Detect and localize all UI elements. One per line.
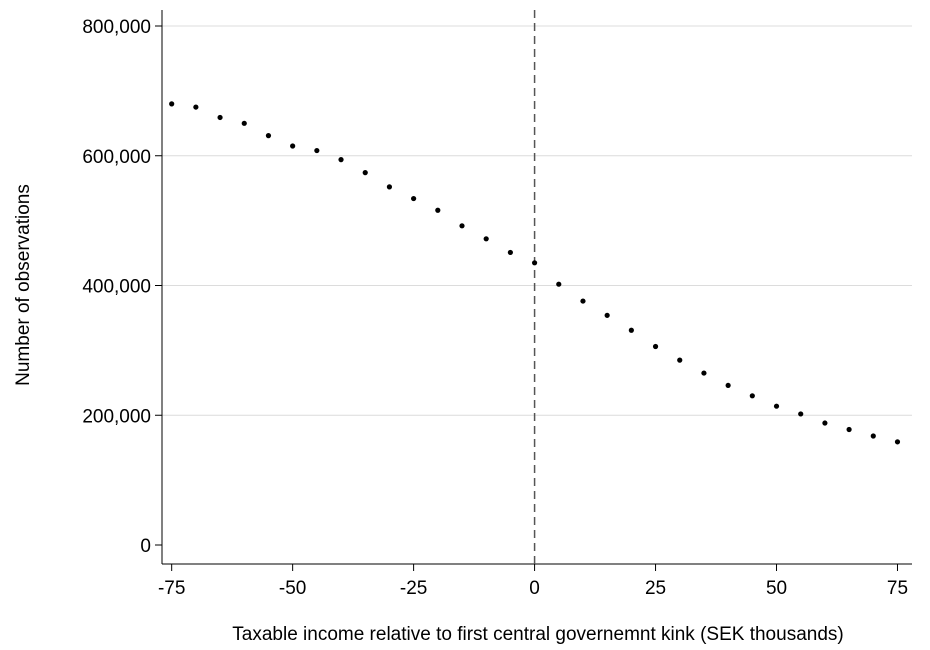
y-tick-label: 600,000 — [82, 147, 151, 168]
data-point — [604, 312, 610, 318]
y-tick-label: 800,000 — [82, 17, 151, 38]
x-tick-label: 75 — [887, 578, 908, 599]
data-point — [846, 426, 852, 433]
data-point — [265, 133, 272, 139]
y-tick-label: 200,000 — [82, 406, 151, 427]
data-point — [773, 403, 780, 409]
data-point — [701, 370, 707, 376]
data-point — [435, 207, 441, 213]
grid-lines — [162, 25, 912, 416]
data-point — [822, 420, 828, 426]
tick-labels: 0 200,000 400,000 600,000 800,000 -75 -50 -25 0 2… — [82, 17, 908, 599]
data-point — [193, 104, 199, 110]
x-tick-label: -25 — [400, 578, 427, 599]
data-point — [217, 114, 223, 121]
data-point — [411, 195, 417, 202]
data-point — [290, 143, 296, 149]
data-point — [798, 411, 804, 417]
x-tick-label: -75 — [158, 578, 185, 599]
data-point — [556, 281, 562, 287]
data-point — [386, 184, 393, 190]
x-axis-title: Taxable income relative to first central… — [232, 624, 843, 645]
data-point — [531, 260, 538, 266]
data-point — [894, 439, 901, 445]
x-tick-label: 25 — [645, 578, 666, 599]
data-point — [749, 393, 755, 399]
data-point — [241, 120, 247, 126]
data-point — [362, 170, 368, 176]
y-tick-label: 400,000 — [82, 277, 151, 298]
data-point — [580, 298, 586, 304]
y-tick-label: 0 — [140, 536, 151, 557]
data-point — [870, 433, 876, 439]
data-point — [169, 101, 175, 107]
data-point — [628, 327, 634, 333]
y-axis-title: Number of observations — [13, 184, 34, 386]
data-point — [652, 343, 659, 350]
data-points — [169, 101, 901, 445]
axes — [155, 10, 912, 571]
x-tick-label: 50 — [766, 578, 787, 599]
data-point — [338, 157, 344, 163]
x-tick-label: 0 — [529, 578, 540, 599]
data-point — [483, 236, 489, 242]
data-point — [507, 249, 513, 256]
data-point — [459, 223, 465, 229]
data-point — [677, 357, 683, 363]
data-point — [725, 382, 731, 389]
data-point — [314, 147, 320, 154]
x-tick-label: -50 — [279, 578, 306, 599]
